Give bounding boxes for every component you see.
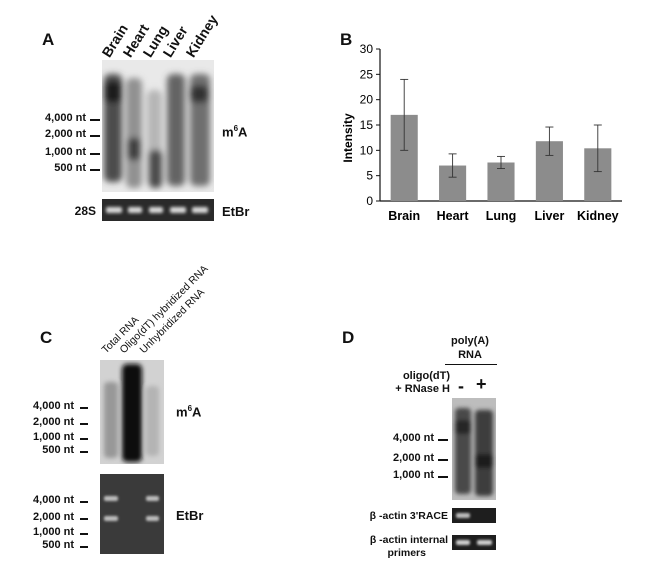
marker-500: 500 nt — [42, 539, 74, 551]
marker-1000: 1,000 nt — [33, 431, 74, 443]
marker-tick — [80, 546, 88, 548]
panel-c-stain-m6a: m6A — [176, 404, 201, 419]
panel-a-northern-blot — [102, 60, 214, 192]
panel-c-gel-bands — [104, 496, 159, 521]
stain-prefix: m — [222, 124, 234, 140]
y-tick-label: 20 — [360, 93, 374, 107]
error-bar-lung — [497, 155, 505, 170]
panel-d-letter: D — [342, 328, 355, 347]
marker-2000: 2,000 nt — [393, 452, 434, 464]
marker-tick — [438, 476, 448, 478]
loading-label-28s: 28S — [74, 204, 96, 218]
panel-a-gel-bands — [106, 207, 208, 213]
internal-primers-label: β -actin internal primers — [360, 534, 448, 560]
marker-tick — [90, 169, 100, 171]
y-tick-label: 25 — [360, 67, 374, 81]
marker-tick — [80, 451, 88, 453]
y-tick-label: 5 — [366, 169, 373, 183]
stain-suffix: A — [238, 124, 248, 140]
stain-sup: 6 — [187, 404, 193, 413]
chart-y-ticks: 0 5 10 15 20 25 30 — [360, 42, 380, 208]
chart-error-bars — [400, 78, 602, 178]
stain-prefix: m — [176, 404, 188, 420]
x-category-label: Brain — [388, 209, 420, 223]
panel-c-loading-gel — [100, 474, 164, 554]
panel-b-letter: B — [340, 30, 353, 49]
marker-tick — [80, 533, 88, 535]
marker-tick — [438, 439, 448, 441]
panel-d-treatment: oligo(dT) + RNase H — [380, 370, 450, 396]
y-tick-label: 15 — [360, 118, 374, 132]
plus-sign: + — [476, 374, 487, 394]
marker-1000: 1,000 nt — [393, 469, 434, 481]
stain-suffix: A — [192, 404, 202, 420]
stain-sup: 6 — [233, 124, 239, 133]
chart-y-axis-label: Intensity — [341, 113, 355, 163]
panel-d-northern-blot — [452, 398, 496, 500]
header-underline — [445, 364, 497, 365]
panel-c-letter: C — [40, 328, 53, 347]
marker-4000: 4,000 nt — [33, 494, 74, 506]
header-line-1: poly(A) — [451, 335, 489, 347]
marker-2000: 2,000 nt — [45, 128, 86, 140]
panel-c-northern-blot — [100, 360, 164, 464]
lane-label-kidney: Kidney — [182, 11, 221, 60]
x-category-label: Kidney — [577, 209, 619, 223]
marker-4000: 4,000 nt — [33, 400, 74, 412]
x-category-label: Lung — [486, 209, 517, 223]
marker-tick — [438, 459, 448, 461]
panel-a-loading-gel — [102, 199, 214, 221]
marker-1000: 1,000 nt — [45, 146, 86, 158]
marker-2000: 2,000 nt — [33, 511, 74, 523]
race-label: β -actin 3'RACE — [369, 510, 448, 522]
internal-line-2: primers — [387, 547, 426, 559]
marker-tick — [80, 407, 88, 409]
panel-a-stain-m6a: m6A — [222, 124, 247, 139]
marker-tick — [90, 119, 100, 121]
marker-1000: 1,000 nt — [33, 526, 74, 538]
race-gel — [452, 508, 496, 523]
error-bar-heart — [448, 153, 457, 178]
error-bar-liver — [545, 126, 554, 156]
treatment-line-1: oligo(dT) — [402, 370, 450, 382]
race-gel-band — [456, 513, 470, 518]
panel-c-blot-image — [104, 364, 159, 462]
y-tick-label: 10 — [360, 143, 374, 157]
y-tick-label: 30 — [360, 42, 374, 56]
marker-500: 500 nt — [54, 162, 86, 174]
lane-label-oligo-dt: Oligo(dT) hybridized RNA — [117, 262, 211, 356]
marker-tick — [90, 135, 100, 137]
panel-a-letter: A — [42, 30, 55, 49]
panel-a-blot-image — [104, 74, 210, 188]
marker-2000: 2,000 nt — [33, 416, 74, 428]
panel-c-loading-stain: EtBr — [176, 508, 204, 523]
error-bar-kidney — [593, 124, 602, 173]
y-tick-label: 0 — [366, 194, 373, 208]
marker-4000: 4,000 nt — [45, 112, 86, 124]
panel-d-header: poly(A) RNA — [440, 334, 500, 362]
intensity-bar-chart: 0 5 10 15 20 25 30 Brain Heart Lung Liver Kidney I… — [341, 42, 622, 223]
chart-x-categories: Brain Heart Lung Liver Kidney — [388, 209, 618, 223]
internal-gel-bands — [456, 540, 492, 545]
marker-tick — [80, 518, 88, 520]
treatment-line-2: + RNase H — [395, 383, 450, 395]
header-line-2: RNA — [458, 349, 482, 361]
x-category-label: Heart — [437, 209, 470, 223]
internal-gel — [452, 535, 496, 550]
marker-tick — [80, 438, 88, 440]
internal-line-1: β -actin internal — [369, 534, 448, 546]
marker-tick — [80, 423, 88, 425]
panel-a-loading-stain: EtBr — [222, 204, 250, 219]
marker-500: 500 nt — [42, 444, 74, 456]
marker-4000: 4,000 nt — [393, 432, 434, 444]
panel-d-blot-image — [455, 408, 493, 496]
minus-sign: - — [458, 376, 464, 396]
error-bar-brain — [400, 78, 409, 151]
marker-tick — [90, 153, 100, 155]
marker-tick — [80, 501, 88, 503]
x-category-label: Liver — [534, 209, 564, 223]
